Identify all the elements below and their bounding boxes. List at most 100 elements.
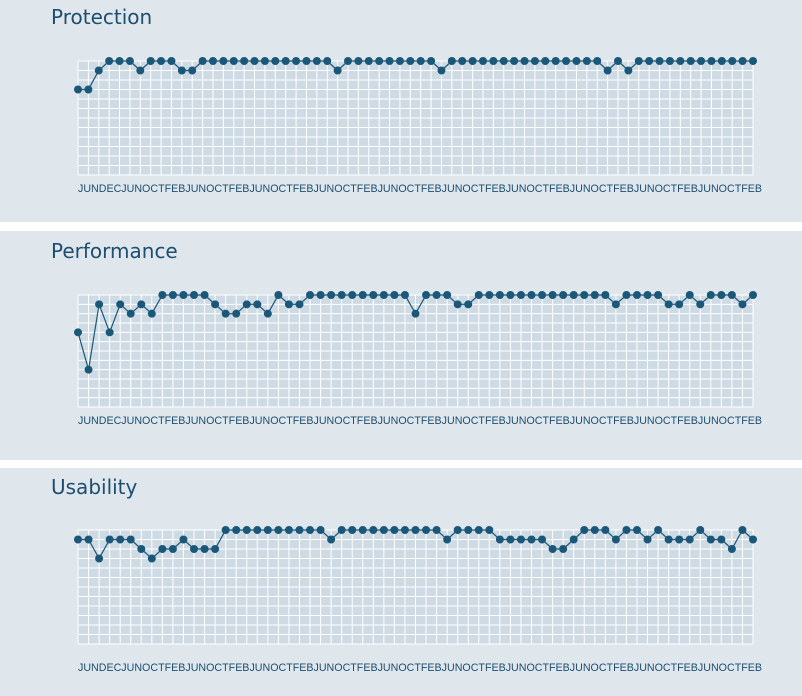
performance-data-point xyxy=(516,291,525,299)
performance-data-point xyxy=(422,291,431,299)
usability-x-tick-label: FEB xyxy=(164,662,186,674)
usability-x-tick-label: DEC xyxy=(98,662,122,674)
performance-data-point xyxy=(569,291,578,299)
protection-x-tick-label: OCT xyxy=(718,183,742,195)
usability-data-point xyxy=(590,526,599,534)
protection-data-point xyxy=(209,57,217,65)
performance-data-point xyxy=(749,291,757,299)
protection-data-point xyxy=(551,57,560,65)
usability-data-point xyxy=(390,526,399,534)
usability-x-tick-label: OCT xyxy=(398,662,421,674)
performance-data-point xyxy=(327,291,336,299)
usability-data-point xyxy=(601,526,610,534)
usability-x-tick-label: JUN xyxy=(377,662,399,674)
usability-data-point xyxy=(84,535,93,544)
usability-data-point xyxy=(538,535,547,544)
protection-data-point xyxy=(94,66,103,75)
performance-x-tick-label: OCT xyxy=(334,415,357,427)
protection-x-tick-label: OCT xyxy=(590,183,614,195)
performance-x-tick-label: JUN xyxy=(505,415,527,427)
performance-x-tick-label: OCT xyxy=(718,415,742,427)
performance-data-point xyxy=(632,291,641,299)
usability-data-point xyxy=(717,535,726,544)
performance-data-point xyxy=(358,291,367,299)
protection-data-point xyxy=(572,57,581,65)
protection-data-point xyxy=(634,57,643,65)
performance-data-point xyxy=(95,300,104,309)
protection-data-point xyxy=(312,57,321,65)
performance-data-point xyxy=(654,291,663,299)
usability-x-tick-label: JUN xyxy=(78,662,99,674)
performance-data-point xyxy=(464,300,473,309)
protection-data-point xyxy=(697,57,706,65)
usability-data-point xyxy=(105,535,114,544)
usability-x-tick-label: FEB xyxy=(613,662,634,674)
protection-data-point xyxy=(198,57,207,65)
performance-x-tick-label: JUN xyxy=(185,415,207,427)
protection-x-tick-label: OCT xyxy=(142,183,165,195)
protection-data-point xyxy=(271,57,280,65)
usability-data-point xyxy=(548,545,557,553)
performance-data-point xyxy=(643,291,652,299)
protection-x-tick-label: DEC xyxy=(98,183,122,195)
usability-data-point xyxy=(158,545,167,553)
performance-data-point xyxy=(601,291,610,299)
usability-data-point xyxy=(675,535,684,544)
performance-x-tick-labels: JUNDECJUNOCTFEBJUNOCTFEBJUNOCTFEBJUNOCTF… xyxy=(78,415,762,427)
protection-data-point xyxy=(406,57,415,65)
usability-data-point xyxy=(274,526,283,534)
performance-data-point xyxy=(379,291,388,299)
protection-x-tick-label: FEB xyxy=(420,183,442,195)
usability-data-point xyxy=(221,526,230,534)
usability-x-tick-label: JUN xyxy=(121,662,143,674)
protection-x-tick-label: OCT xyxy=(270,183,293,195)
usability-data-point xyxy=(685,535,694,544)
usability-data-point xyxy=(569,535,578,544)
usability-data-point xyxy=(654,526,663,534)
protection-data-point xyxy=(665,57,674,65)
performance-data-point xyxy=(453,300,462,309)
protection-x-tick-label: OCT xyxy=(654,183,678,195)
protection-x-tick-label: FEB xyxy=(228,183,250,195)
performance-x-tick-label: JUN xyxy=(377,415,399,427)
usability-x-tick-label: OCT xyxy=(334,662,357,674)
performance-data-point xyxy=(242,300,251,309)
protection-data-point xyxy=(468,57,477,65)
protection-x-tick-label: OCT xyxy=(462,183,485,195)
protection-data-point xyxy=(437,66,446,75)
performance-data-point xyxy=(580,291,589,299)
protection-data-point xyxy=(115,57,124,65)
performance-x-tick-label: JUN xyxy=(249,415,271,427)
performance-data-point xyxy=(232,309,241,318)
usability-data-point xyxy=(696,526,705,534)
performance-data-point xyxy=(443,291,452,299)
usability-data-point xyxy=(232,526,241,534)
performance-data-point xyxy=(495,291,504,299)
usability-data-point xyxy=(200,545,209,553)
usability-data-point xyxy=(74,535,82,544)
protection-x-tick-label: FEB xyxy=(549,183,570,195)
protection-x-tick-label: JUN xyxy=(441,183,463,195)
usability-data-point xyxy=(306,526,315,534)
protection-data-point xyxy=(603,66,612,75)
performance-data-point xyxy=(559,291,568,299)
performance-x-tick-label: OCT xyxy=(590,415,614,427)
performance-x-tick-label: FEB xyxy=(613,415,634,427)
protection-data-point xyxy=(541,57,550,65)
usability-chart xyxy=(74,526,757,645)
performance-x-tick-label: FEB xyxy=(420,415,442,427)
protection-panel: Protection JUNDECJUNOCTFEBJUNOCTFEBJUNOC… xyxy=(0,0,802,222)
usability-data-point xyxy=(432,526,441,534)
protection-data-point xyxy=(447,57,456,65)
protection-data-point xyxy=(489,57,498,65)
performance-data-point xyxy=(348,291,357,299)
protection-x-tick-label: JUN xyxy=(121,183,143,195)
protection-x-tick-label: JUN xyxy=(505,183,527,195)
usability-data-point xyxy=(284,526,293,534)
protection-data-point xyxy=(479,57,487,65)
usability-x-tick-label: FEB xyxy=(549,662,570,674)
usability-data-point xyxy=(358,526,367,534)
performance-panel: Performance JUNDECJUNOCTFEBJUNOCTFEBJUNO… xyxy=(0,231,802,460)
usability-data-point xyxy=(559,545,568,553)
performance-data-point xyxy=(527,291,536,299)
